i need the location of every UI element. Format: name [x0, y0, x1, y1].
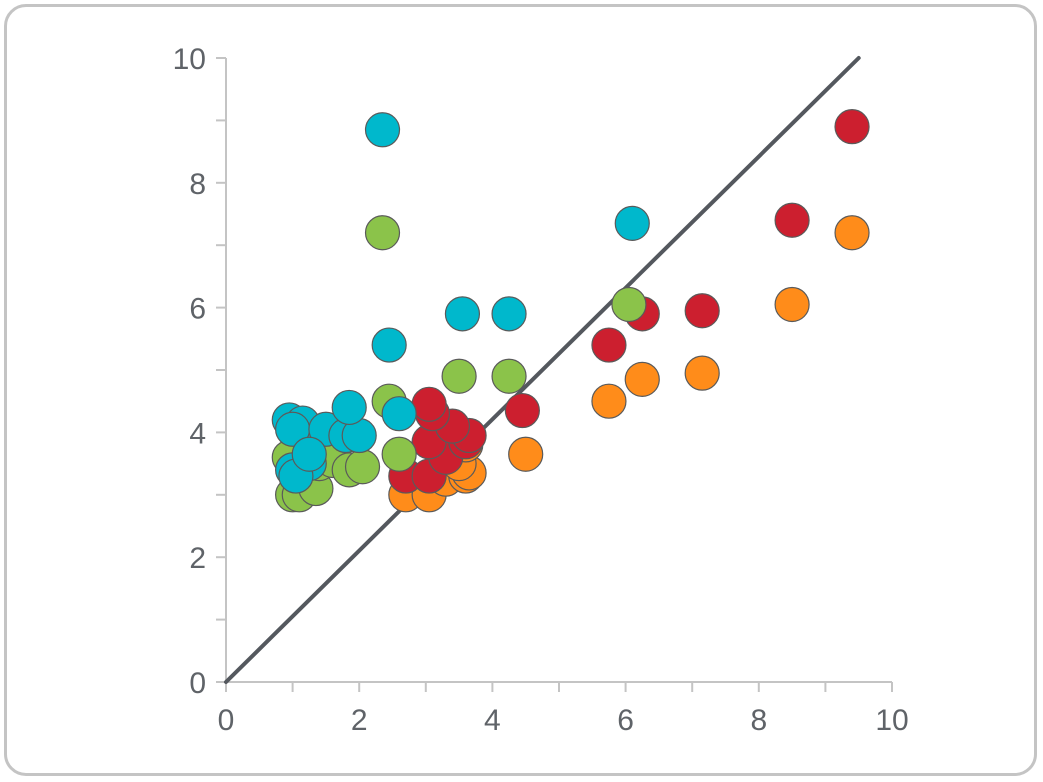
data-point [491, 358, 527, 394]
data-point [774, 202, 810, 238]
data-point [614, 205, 650, 241]
data-point [371, 327, 407, 363]
x-tick-label: 8 [750, 704, 767, 737]
data-point [331, 389, 367, 426]
data-point [364, 215, 401, 251]
data-point [441, 358, 477, 394]
data-point [381, 436, 417, 472]
y-tick-label: 10 [173, 43, 206, 76]
y-tick-label: 6 [189, 293, 206, 326]
data-point [504, 392, 540, 429]
x-tick-label: 4 [484, 704, 501, 737]
x-tick-label: 6 [617, 704, 634, 737]
data-point [684, 355, 720, 391]
data-point [364, 112, 401, 148]
reference-line [224, 56, 861, 684]
data-point [291, 436, 327, 472]
data-point [591, 327, 627, 363]
data-point [834, 215, 870, 251]
data-point [834, 109, 870, 145]
data-point [591, 383, 627, 419]
data-point [774, 286, 810, 323]
data-point [684, 293, 720, 329]
reference-line-layer [224, 56, 861, 684]
data-point [624, 361, 660, 397]
data-points [271, 109, 870, 513]
data-point [381, 396, 417, 432]
x-tick-label: 2 [351, 704, 368, 737]
y-tick-label: 0 [189, 667, 206, 700]
tick-labels: 0 2 4 6 8 10 0 2 4 6 8 10 [173, 43, 909, 737]
data-point [344, 449, 381, 485]
data-point [491, 296, 527, 332]
data-point [411, 386, 447, 422]
series-3 [271, 112, 650, 494]
y-tick-label: 4 [189, 417, 206, 450]
data-point [611, 286, 647, 323]
y-tick-label: 2 [189, 542, 206, 575]
data-point [444, 296, 481, 332]
y-tick-label: 8 [189, 168, 206, 201]
x-tick-label: 10 [875, 704, 908, 737]
x-tick-label: 0 [218, 704, 235, 737]
data-point [508, 436, 544, 472]
axes [225, 58, 892, 683]
ticks [216, 57, 893, 692]
